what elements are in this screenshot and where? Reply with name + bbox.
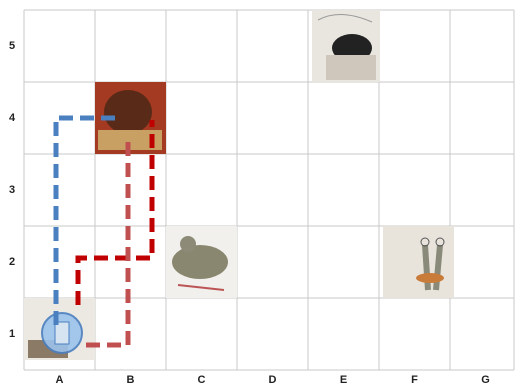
row-label: 2 — [9, 256, 15, 268]
tile-turtle — [166, 226, 237, 298]
tile-bird — [312, 10, 380, 82]
row-label: 3 — [9, 184, 15, 196]
column-label: D — [269, 374, 277, 386]
column-label: A — [56, 374, 64, 386]
row-label: 5 — [9, 40, 15, 52]
row-label: 1 — [9, 328, 15, 340]
tile-snail — [383, 226, 454, 298]
grid — [24, 10, 514, 370]
column-label: C — [198, 374, 206, 386]
column-label: B — [127, 374, 135, 386]
grid-board: 5 4 3 2 1 A B C D E F G — [0, 0, 515, 387]
column-label: F — [411, 374, 418, 386]
row-label: 4 — [9, 112, 16, 124]
tile-robot — [24, 298, 95, 360]
column-label: G — [481, 374, 490, 386]
column-label: E — [340, 374, 347, 386]
